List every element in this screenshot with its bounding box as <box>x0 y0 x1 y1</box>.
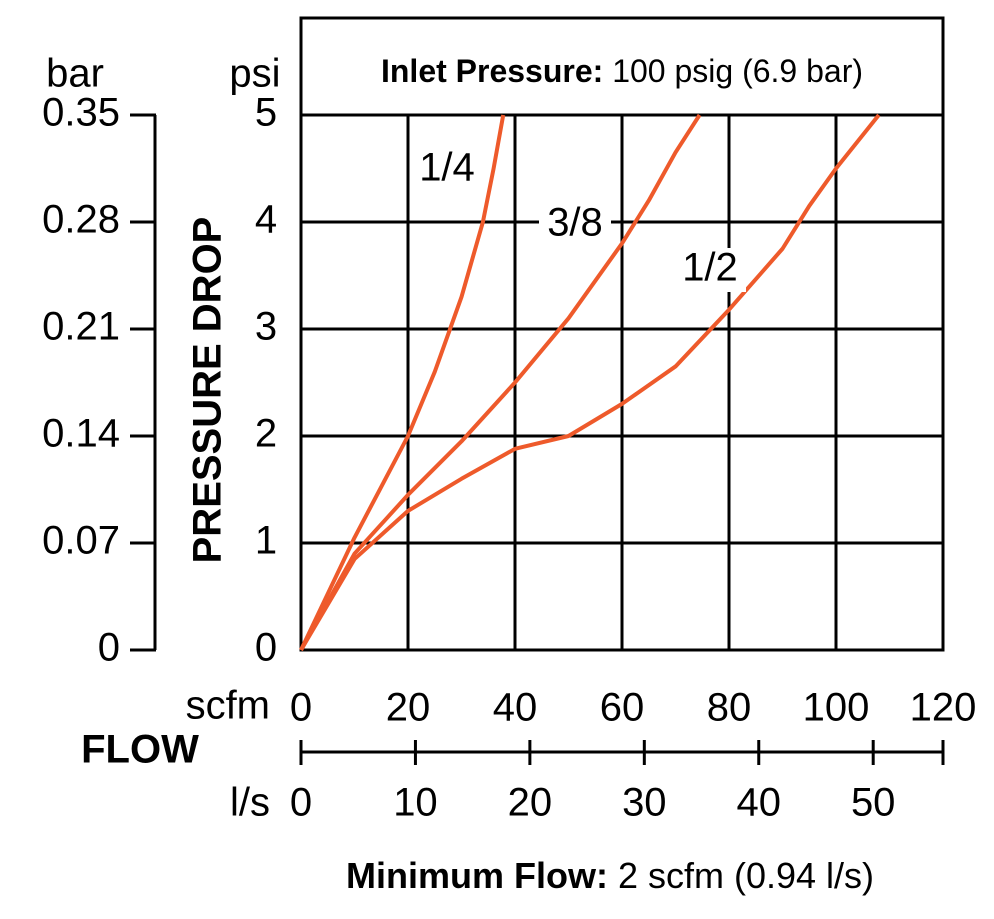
series-label: 3/8 <box>547 201 603 245</box>
y2-tick-label: 0.21 <box>42 305 120 349</box>
y2-tick-label: 0.07 <box>42 519 120 563</box>
x2-tick-label: 30 <box>622 781 667 825</box>
x2-tick-label: 50 <box>851 781 896 825</box>
y2-tick-label: 0.28 <box>42 198 120 242</box>
series-line <box>299 113 881 652</box>
y2-tick-label: 0.35 <box>42 91 120 135</box>
y-unit: psi <box>229 52 280 96</box>
subtitle-text: 2 scfm (0.94 l/s) <box>618 855 874 896</box>
y2-unit: bar <box>46 52 104 96</box>
x2-tick-label: 10 <box>393 781 438 825</box>
x-tick-label: 120 <box>910 686 977 730</box>
plot-frame <box>299 113 945 652</box>
chart-title: Inlet Pressure: 100 psig (6.9 bar) <box>381 53 863 89</box>
x-tick-label: 80 <box>707 686 752 730</box>
x2-unit: l/s <box>230 781 270 825</box>
chart-subtitle: Minimum Flow: 2 scfm (0.94 l/s) <box>346 855 874 896</box>
series-line <box>299 113 702 651</box>
y-tick-label: 3 <box>255 305 277 349</box>
x-tick-label: 0 <box>290 686 312 730</box>
subtitle-label: Minimum Flow: <box>346 855 608 896</box>
x-tick-label: 60 <box>600 686 645 730</box>
title-label: Inlet Pressure: <box>381 53 603 89</box>
series-label-bg <box>674 248 746 292</box>
y-tick-label: 0 <box>255 626 277 670</box>
y-title: PRESSURE DROP <box>186 217 230 564</box>
series-label-bg <box>539 203 611 247</box>
series-label: 1/2 <box>682 246 738 290</box>
y-tick-label: 4 <box>255 198 277 242</box>
x2-tick-label: 0 <box>290 781 312 825</box>
y2-tick-label: 0.14 <box>42 412 120 456</box>
x-tick-label: 40 <box>493 686 538 730</box>
x-title: FLOW <box>81 728 199 772</box>
series-label: 1/4 <box>419 146 475 190</box>
x-tick-label: 100 <box>803 686 870 730</box>
y-tick-label: 1 <box>255 519 277 563</box>
x2-tick-label: 20 <box>508 781 553 825</box>
x2-tick-label: 40 <box>737 781 782 825</box>
series-label-bg <box>411 148 483 192</box>
x-tick-label: 20 <box>386 686 431 730</box>
series-line <box>299 114 506 651</box>
y-tick-label: 5 <box>255 91 277 135</box>
y-tick-label: 2 <box>255 412 277 456</box>
y2-tick-label: 0 <box>98 626 120 670</box>
x-unit: scfm <box>186 684 270 728</box>
title-text: 100 psig (6.9 bar) <box>612 53 863 89</box>
